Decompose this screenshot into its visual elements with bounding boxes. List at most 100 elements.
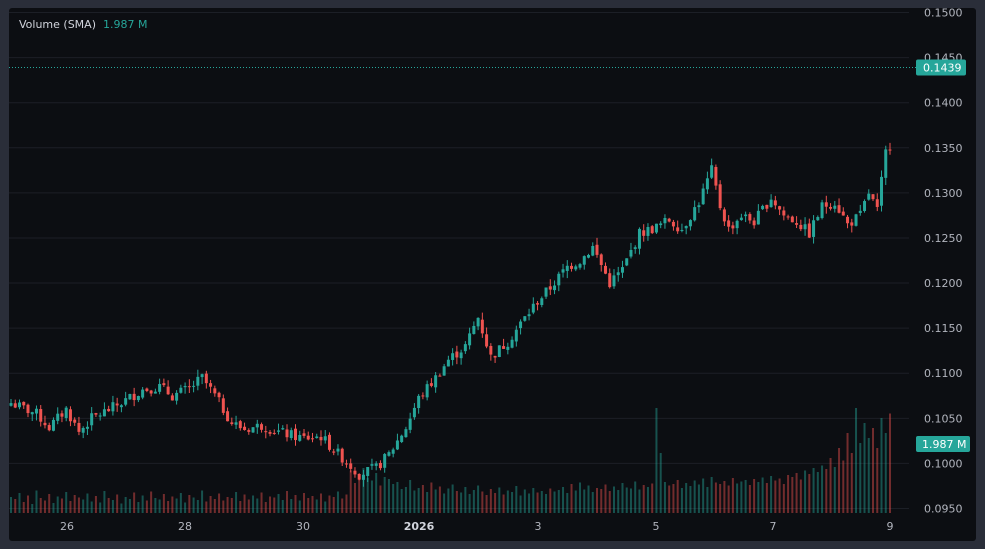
volume-bar <box>867 438 870 513</box>
candle-body <box>153 391 157 394</box>
candle-body <box>81 427 85 433</box>
volume-bar <box>625 487 628 513</box>
volume-bar <box>400 489 403 513</box>
candle <box>421 392 425 400</box>
volume-bar <box>515 486 518 513</box>
volume-bar <box>52 503 55 513</box>
volume-bar <box>324 501 327 513</box>
candle <box>502 338 506 350</box>
volume-bar <box>481 491 484 513</box>
candle <box>438 373 442 377</box>
candle <box>489 343 493 361</box>
volume-bar <box>387 479 390 513</box>
candle <box>824 195 828 214</box>
candle-body <box>404 429 408 438</box>
price-chart[interactable]: 0.15000.14500.14000.13500.13000.12500.12… <box>9 8 976 541</box>
volume-bar <box>256 498 259 513</box>
volume-badge: 1.987 M <box>916 436 970 452</box>
candle <box>680 223 684 233</box>
volume-bar <box>73 495 76 513</box>
candle-body <box>773 200 777 206</box>
volume-bar <box>566 493 569 513</box>
candle-body <box>56 413 60 421</box>
candle-body <box>633 247 637 249</box>
candle-body <box>561 269 565 273</box>
volume-bar <box>133 492 136 513</box>
candle <box>744 211 748 223</box>
volume-bar <box>171 496 174 513</box>
candle-body <box>756 210 760 225</box>
candle-body <box>298 435 302 441</box>
candle-body <box>587 254 591 258</box>
volume-bar <box>519 495 522 513</box>
volume-bar <box>413 490 416 513</box>
candle <box>637 227 641 255</box>
volume-bar <box>447 488 450 513</box>
candle-body <box>637 228 641 249</box>
volume-bar <box>409 480 412 513</box>
candle-body <box>294 428 298 441</box>
volume-bar <box>43 500 46 513</box>
candle-body <box>468 333 472 346</box>
candle <box>468 327 472 350</box>
volume-bar <box>464 487 467 513</box>
candle-body <box>149 390 153 394</box>
time-axis[interactable]: 26 28 30 2026 3 5 7 9 <box>60 520 894 533</box>
candle <box>404 426 408 438</box>
candle-body <box>578 264 582 268</box>
candle <box>557 271 561 292</box>
candle <box>111 395 115 416</box>
candle <box>863 199 867 213</box>
candle <box>833 200 837 213</box>
candle-body <box>162 383 166 386</box>
candle <box>485 327 489 349</box>
candle-body <box>493 355 497 358</box>
x-tick-label: 3 <box>535 520 542 533</box>
candle-body <box>684 226 688 229</box>
volume-bar <box>404 487 407 513</box>
volume-bar <box>383 477 386 513</box>
candle-body <box>98 415 102 417</box>
volume-bar <box>192 497 195 513</box>
volume-bar <box>332 497 335 513</box>
volume-bar <box>77 497 80 513</box>
candle-body <box>880 176 884 206</box>
candle <box>251 427 255 433</box>
candle <box>786 214 790 220</box>
candle-body <box>625 258 629 266</box>
candle <box>264 425 268 439</box>
volume-bar <box>600 489 603 513</box>
candle-body <box>748 214 752 221</box>
volume-bar <box>485 495 488 513</box>
candle-body <box>47 425 51 431</box>
candle <box>510 336 514 349</box>
candle-body <box>421 395 425 397</box>
volume-bar <box>808 474 811 513</box>
candle-body <box>459 352 463 359</box>
candle-body <box>357 473 361 480</box>
candle <box>858 204 862 216</box>
volume-bar <box>736 483 739 513</box>
volume-bar <box>642 485 645 513</box>
candle-body <box>361 474 365 480</box>
candle <box>319 430 323 446</box>
candle-body <box>395 440 399 450</box>
candle-body <box>858 210 862 213</box>
volume-bar <box>392 484 395 513</box>
candle <box>200 373 204 385</box>
candle <box>697 202 701 213</box>
candle <box>221 394 225 416</box>
candle-body <box>727 220 731 227</box>
volume-bar <box>880 418 883 513</box>
candle-body <box>642 230 646 236</box>
chart-frame[interactable]: 0.1500 0.1450 0.1400 0.1350 0.1300 0.1250 0.12… <box>9 8 976 541</box>
candle-body <box>829 207 833 209</box>
candle <box>693 200 697 222</box>
volume-bar <box>31 504 34 513</box>
legend: Volume (SMA) 1.987 M <box>19 18 147 31</box>
volume-bar <box>281 500 284 513</box>
candle <box>612 269 616 289</box>
volume-bar <box>697 484 700 513</box>
volume-bar <box>719 484 722 513</box>
candle <box>540 296 544 308</box>
